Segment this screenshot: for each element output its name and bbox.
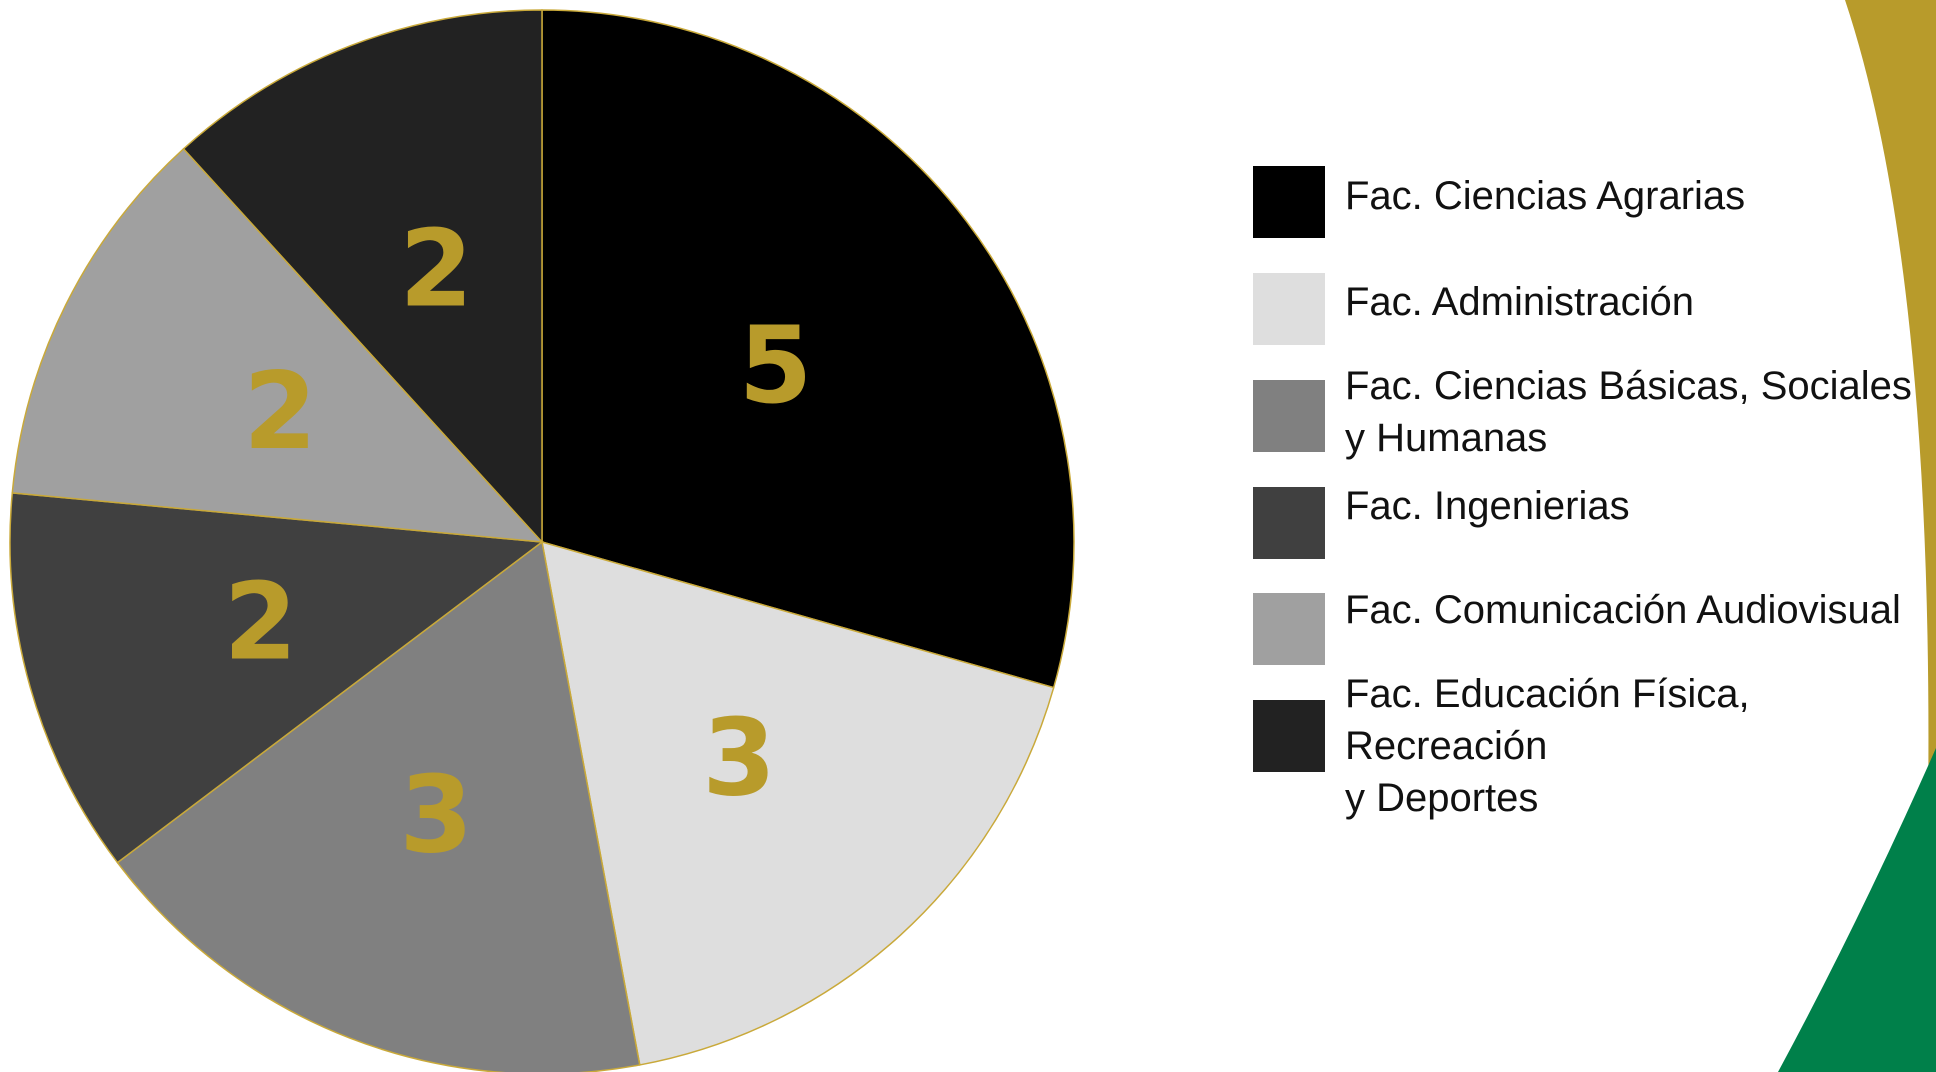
green-corner-shape — [1778, 748, 1936, 1072]
pie-slice-2 — [541, 540, 1055, 1066]
legend-label: Fac. Comunicación Audiovisual — [1345, 588, 1901, 632]
legend-swatch — [1253, 700, 1325, 772]
legend-label: Fac. Ciencias Básicas, Sociales y Humana… — [1345, 364, 1912, 460]
legend-swatch — [1253, 593, 1325, 665]
pie-slice-4 — [9, 492, 544, 864]
slice-data-label-2: 3 — [702, 697, 776, 820]
legend-label: Fac. Ciencias Agrarias — [1345, 174, 1746, 218]
slice-data-label-4: 2 — [224, 561, 298, 684]
legend-label: Fac. Ingenierias — [1345, 484, 1630, 528]
pie-slice-3 — [116, 540, 641, 1072]
slice-data-label-1: 5 — [739, 304, 813, 427]
pie-slice-1 — [541, 9, 1075, 689]
legend-label: Fac. Educación Física, Recreación y Depo… — [1345, 672, 1750, 820]
slice-data-label-6: 2 — [399, 208, 473, 331]
slice-data-label-5: 2 — [243, 350, 317, 473]
legend-swatch — [1253, 380, 1325, 452]
pie-slice-6 — [182, 9, 543, 544]
legend-label: Fac. Administración — [1345, 280, 1695, 324]
legend-swatch — [1253, 273, 1325, 345]
legend-swatch — [1253, 166, 1325, 238]
pie-slice-5 — [11, 147, 544, 543]
legend-swatch — [1253, 487, 1325, 559]
slice-data-label-3: 3 — [399, 753, 473, 876]
gold-arc-shape — [1845, 0, 1936, 1072]
